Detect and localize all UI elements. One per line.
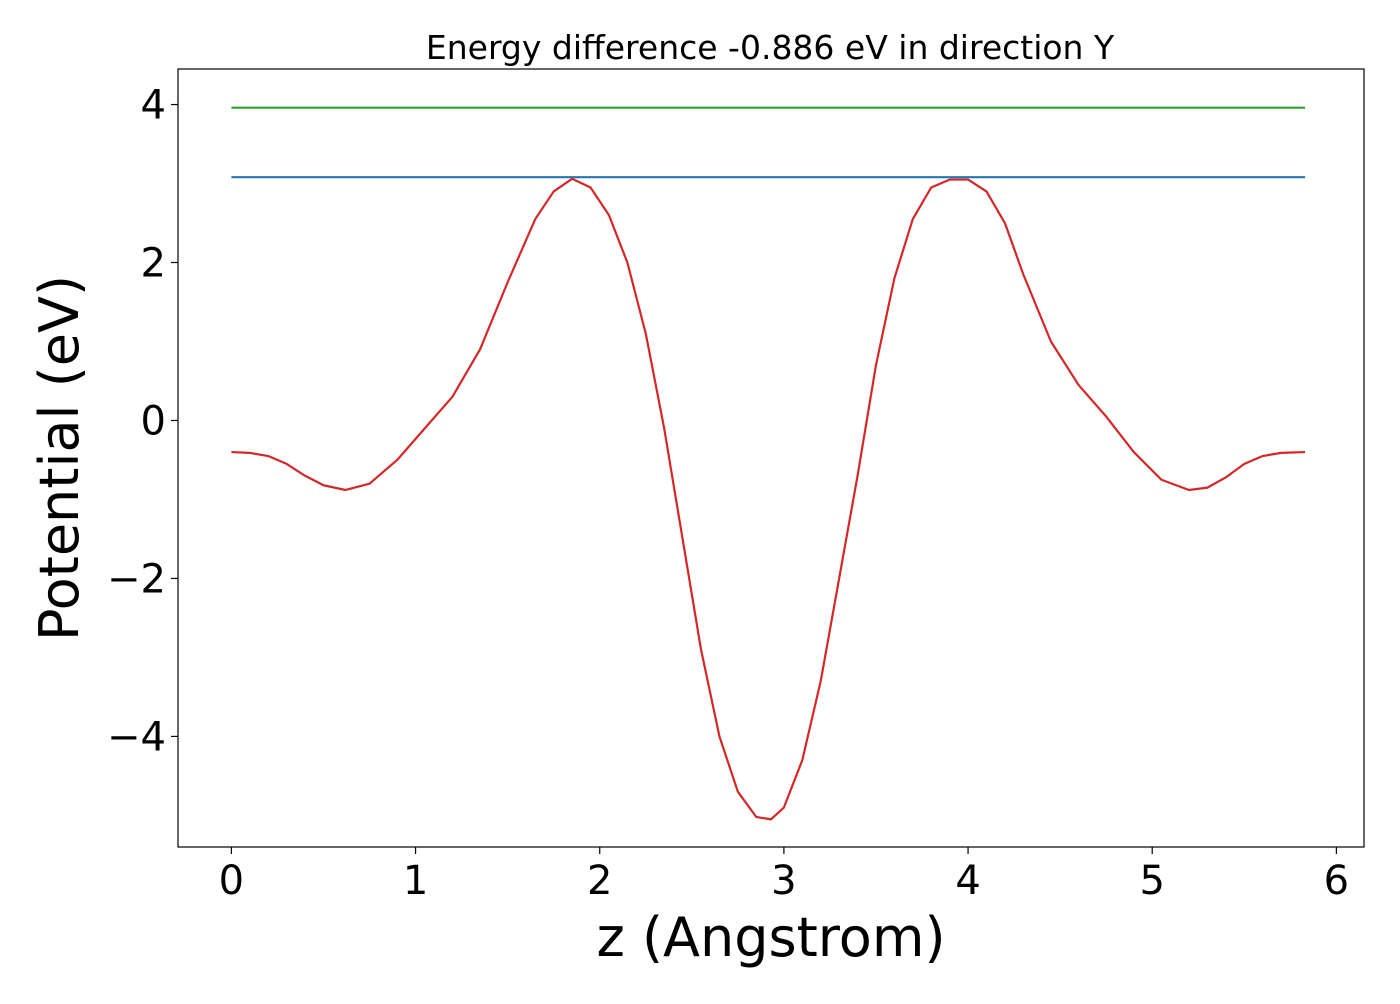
x-tick-label: 1 [403,858,428,904]
y-tick-label: 0 [141,398,166,444]
plot-frame [177,68,1365,848]
x-axis-ticks: 0 1 2 3 4 5 6 [219,847,1349,904]
y-tick-label: −2 [107,556,166,602]
x-tick-label: 3 [771,858,796,904]
y-axis-label: Potential (eV) [28,275,91,641]
x-tick-label: 5 [1139,858,1164,904]
x-tick-label: 0 [219,858,244,904]
x-tick-label: 4 [955,858,980,904]
x-tick-label: 6 [1324,858,1349,904]
y-tick-label: 2 [141,241,166,287]
x-tick-label: 2 [587,858,612,904]
x-axis-label: z (Angstrom) [596,906,945,969]
chart-title: Energy difference -0.886 eV in direction… [426,28,1115,67]
y-axis-ticks: −4 −2 0 2 4 [107,83,178,760]
series-layer [231,106,1306,821]
y-tick-label: −4 [107,714,166,760]
series-line-2 [231,177,1306,821]
y-tick-label: 4 [141,83,166,129]
